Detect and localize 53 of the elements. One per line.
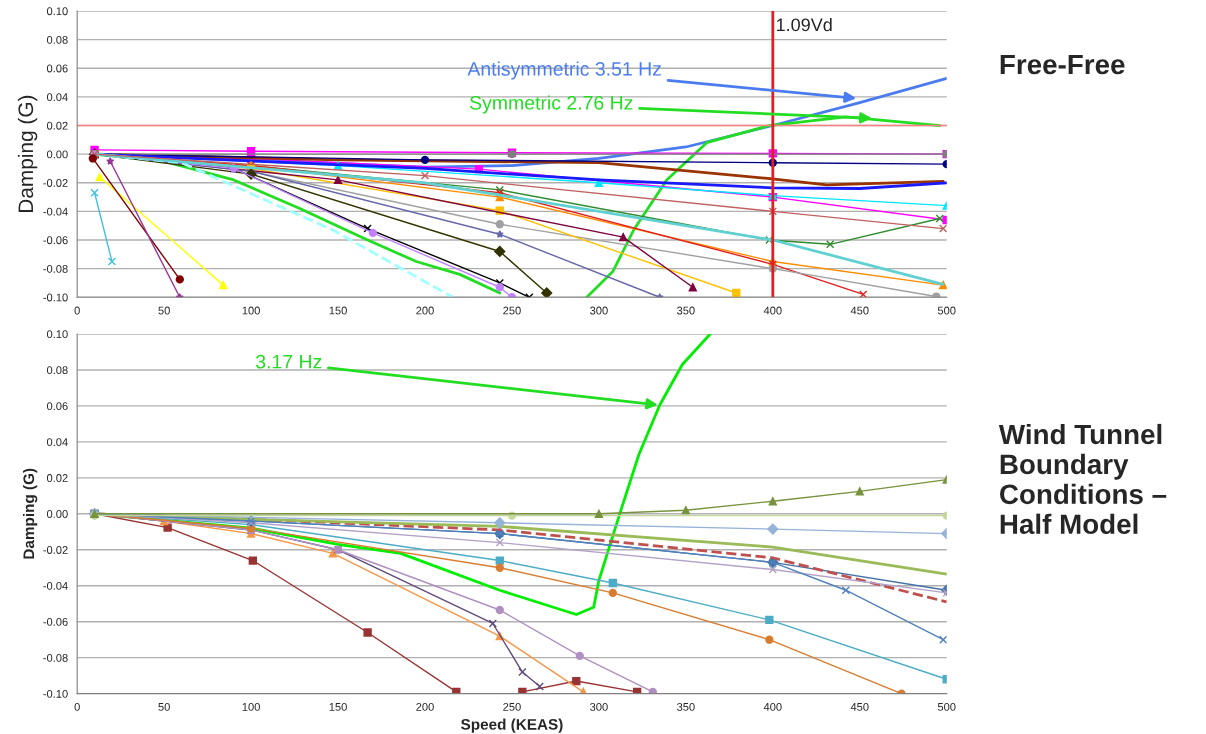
- x-tick-label: 350: [677, 306, 695, 315]
- x-tick-label: 500: [937, 702, 956, 711]
- y-tick-label: 0.02: [46, 474, 68, 482]
- y-axis-title: Damping (G): [17, 95, 38, 213]
- y-tick-label: 0.06: [46, 64, 68, 73]
- y-tick-label: -0.02: [43, 546, 68, 554]
- x-tick-label: 300: [590, 702, 608, 711]
- x-tick-label: 50: [158, 306, 170, 315]
- x-tick-label: 150: [329, 702, 347, 711]
- x-tick-label: 300: [590, 306, 608, 315]
- y-tick-label: 0.02: [46, 121, 68, 130]
- x-tick-label: 450: [850, 702, 869, 711]
- x-tick-label: 0: [74, 306, 80, 315]
- y-tick-label: 0.04: [46, 438, 68, 446]
- x-tick-label: 0: [74, 702, 80, 711]
- y-tick-label: 0.00: [46, 510, 68, 518]
- x-tick-label: 500: [937, 306, 956, 315]
- x-tick-label: 450: [850, 306, 869, 315]
- x-tick-label: 100: [242, 306, 260, 315]
- annotation: 3.17 Hz: [255, 354, 322, 369]
- y-tick-label: 0.10: [46, 7, 68, 16]
- x-tick-label: 100: [242, 702, 260, 711]
- y-tick-label: 0.08: [46, 366, 68, 375]
- y-tick-label: -0.06: [43, 617, 68, 626]
- y-tick-label: 0.06: [46, 402, 68, 411]
- y-tick-label: -0.04: [43, 207, 68, 216]
- x-tick-label: 350: [677, 702, 695, 711]
- annotation: Antisymmetric 3.51 Hz: [467, 61, 661, 80]
- x-tick-label: 250: [503, 702, 521, 711]
- y-tick-label: -0.06: [43, 236, 68, 245]
- text: Free-Free: [1000, 54, 1125, 75]
- y-tick-label: -0.08: [43, 653, 68, 662]
- ref-line-label: 1.09Vd: [776, 17, 832, 32]
- y-tick-label: 0.08: [46, 35, 68, 44]
- annotation: Symmetric 2.76 Hz: [470, 95, 633, 114]
- x-tick-label: 50: [158, 702, 170, 711]
- y-tick-label: -0.10: [43, 293, 68, 302]
- y-tick-label: -0.02: [43, 179, 68, 187]
- x-tick-label: 200: [416, 306, 434, 315]
- x-tick-label: 250: [503, 306, 521, 315]
- y-tick-label: -0.04: [43, 582, 68, 590]
- x-axis-title: Speed (KEAS): [461, 718, 563, 733]
- y-tick-label: 0.00: [46, 150, 68, 159]
- y-tick-label: -0.08: [43, 264, 68, 273]
- y-axis-title: Damping (G): [22, 468, 38, 559]
- x-tick-label: 400: [763, 702, 782, 711]
- x-tick-label: 150: [329, 306, 347, 315]
- y-tick-label: 0.04: [46, 93, 68, 102]
- x-tick-label: 200: [416, 702, 434, 711]
- y-tick-label: 0.10: [46, 330, 68, 339]
- text: Wind Tunnel Boundary Conditions – Half Model: [998, 423, 1167, 535]
- y-tick-label: -0.10: [43, 689, 68, 698]
- x-tick-label: 400: [763, 306, 782, 315]
